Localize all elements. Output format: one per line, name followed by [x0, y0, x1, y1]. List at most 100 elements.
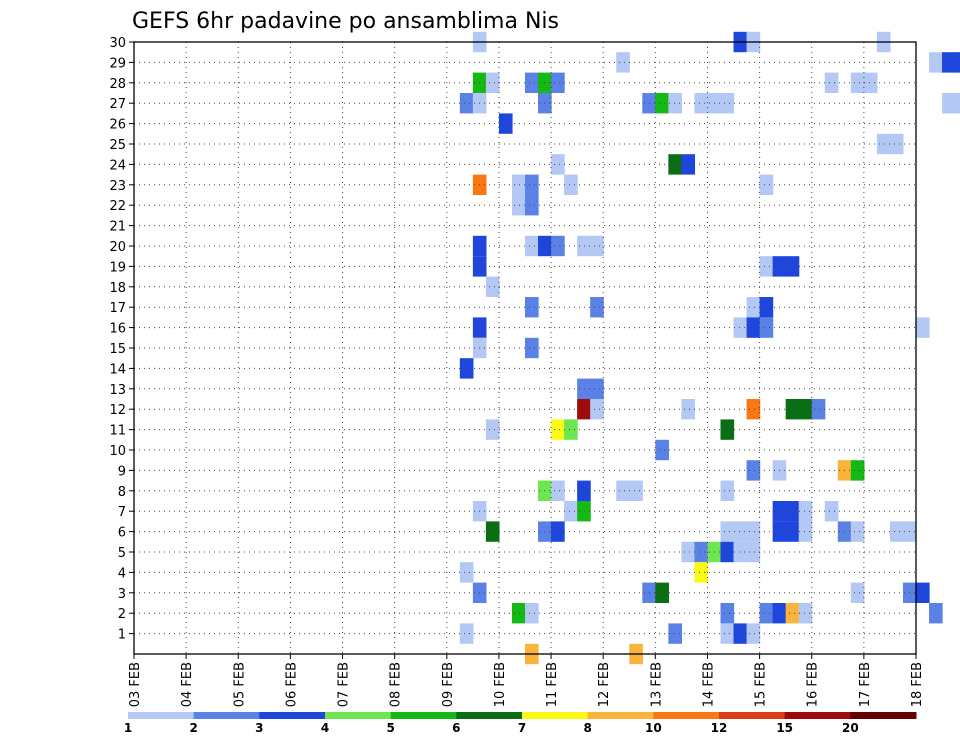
heatmap-cell	[668, 154, 682, 175]
color-legend: 1 2 3 4 5 6 7 8 10 12 15 20	[124, 712, 917, 735]
heatmap-cell	[720, 521, 735, 542]
heatmap-cell	[577, 501, 591, 522]
heatmap-cell	[733, 521, 748, 542]
heatmap-cell	[577, 235, 591, 257]
heatmap-cell	[564, 419, 578, 440]
heatmap-cell	[720, 93, 735, 114]
legend-label: 15	[776, 721, 793, 735]
y-tick-label: 9	[118, 464, 126, 479]
heatmap-cell	[929, 52, 943, 73]
legend-swatch	[587, 712, 654, 719]
heatmap-cell	[720, 541, 735, 563]
heatmap-cell	[733, 317, 748, 338]
x-tick-label: 07 FEB	[337, 662, 352, 707]
legend-swatch	[719, 712, 786, 719]
x-tick-label: 17 FEB	[858, 662, 873, 707]
heatmap-cell	[485, 419, 500, 440]
legend-swatch	[259, 712, 326, 719]
heatmap-cell	[511, 603, 526, 624]
heatmap-cell	[759, 603, 774, 624]
heatmap-cell	[746, 460, 761, 481]
grid-layer	[134, 42, 916, 654]
x-tick-label: 09 FEB	[441, 662, 456, 707]
chart-title: GEFS 6hr padavine po ansamblima Nis	[132, 9, 559, 34]
heatmap-cell	[616, 480, 630, 501]
heatmap-cell	[655, 439, 669, 461]
heatmap-cell	[759, 297, 774, 318]
heatmap-cell	[798, 521, 813, 542]
y-tick-label: 1	[118, 628, 126, 643]
y-tick-label: 4	[118, 566, 126, 581]
y-tick-label: 6	[118, 526, 126, 541]
heatmap-cell	[525, 174, 539, 195]
heatmap-cell	[863, 72, 878, 93]
y-tick-label: 18	[109, 281, 126, 296]
legend-label: 6	[452, 721, 460, 735]
legend-label: 12	[711, 721, 728, 735]
y-tick-label: 28	[109, 77, 126, 92]
heatmap-cell	[746, 297, 761, 318]
heatmap-cell	[720, 623, 735, 644]
heatmap-cell	[746, 541, 761, 563]
y-tick-label: 10	[109, 444, 126, 459]
heatmap-cell	[694, 562, 709, 583]
heatmap-cell	[525, 72, 539, 93]
heatmap-cell	[916, 582, 930, 603]
cells-layer	[459, 31, 960, 665]
y-tick-label: 15	[109, 342, 126, 357]
heatmap-cell	[942, 93, 956, 114]
x-tick-label: 15 FEB	[754, 662, 769, 707]
legend-label: 5	[386, 721, 394, 735]
legend-label: 20	[842, 721, 859, 735]
heatmap-cell	[785, 501, 800, 522]
y-tick-label: 14	[109, 362, 126, 377]
x-tick-label: 05 FEB	[232, 662, 247, 707]
heatmap-cell	[759, 256, 774, 277]
heatmap-cell	[668, 623, 682, 644]
y-tick-label: 12	[109, 403, 126, 418]
heatmap-cell	[498, 113, 513, 134]
legend-label: 1	[124, 721, 132, 735]
x-tick-label: 06 FEB	[284, 662, 299, 707]
heatmap-cell	[746, 399, 761, 420]
heatmap-cell	[746, 317, 761, 338]
heatmap-cell	[551, 419, 565, 440]
heatmap-cell	[955, 52, 960, 73]
heatmap-cell	[551, 521, 565, 542]
heatmap-cell	[655, 582, 669, 603]
heatmap-cell	[733, 623, 748, 644]
x-axis: 03 FEB 04 FEB 05 FEB 06 FEB 07 FEB 08 FEB 09 F…	[128, 654, 925, 707]
heatmap-cell	[551, 235, 565, 257]
y-tick-label: 29	[109, 56, 126, 71]
heatmap-cell	[511, 174, 526, 195]
legend-label: 10	[645, 721, 662, 735]
heatmap-cell	[785, 399, 800, 420]
heatmap-cell	[720, 480, 735, 501]
legend-label: 3	[255, 721, 263, 735]
heatmap-cell	[629, 480, 643, 501]
heatmap-cell	[889, 133, 904, 155]
x-tick-label: 12 FEB	[597, 662, 612, 707]
y-tick-label: 17	[109, 301, 126, 316]
heatmap-cell	[551, 480, 565, 501]
y-tick-label: 7	[118, 505, 126, 520]
x-tick-label: 08 FEB	[389, 662, 404, 707]
heatmap-cell	[525, 297, 539, 318]
x-tick-label: 13 FEB	[649, 662, 664, 707]
heatmap-cell	[564, 174, 578, 195]
heatmap-cell	[694, 541, 709, 563]
y-tick-label: 23	[109, 179, 126, 194]
legend-swatch	[128, 712, 195, 719]
legend-swatch	[193, 712, 260, 719]
heatmap-cell	[889, 521, 904, 542]
heatmap-cell	[720, 603, 735, 624]
heatmap-cell	[785, 256, 800, 277]
legend-swatch	[390, 712, 457, 719]
legend-swatch	[784, 712, 851, 719]
heatmap-cell	[798, 603, 813, 624]
y-tick-label: 13	[109, 383, 126, 398]
x-tick-label: 18 FEB	[910, 662, 925, 707]
heatmap-cell	[511, 195, 526, 216]
legend-swatch	[850, 712, 917, 719]
